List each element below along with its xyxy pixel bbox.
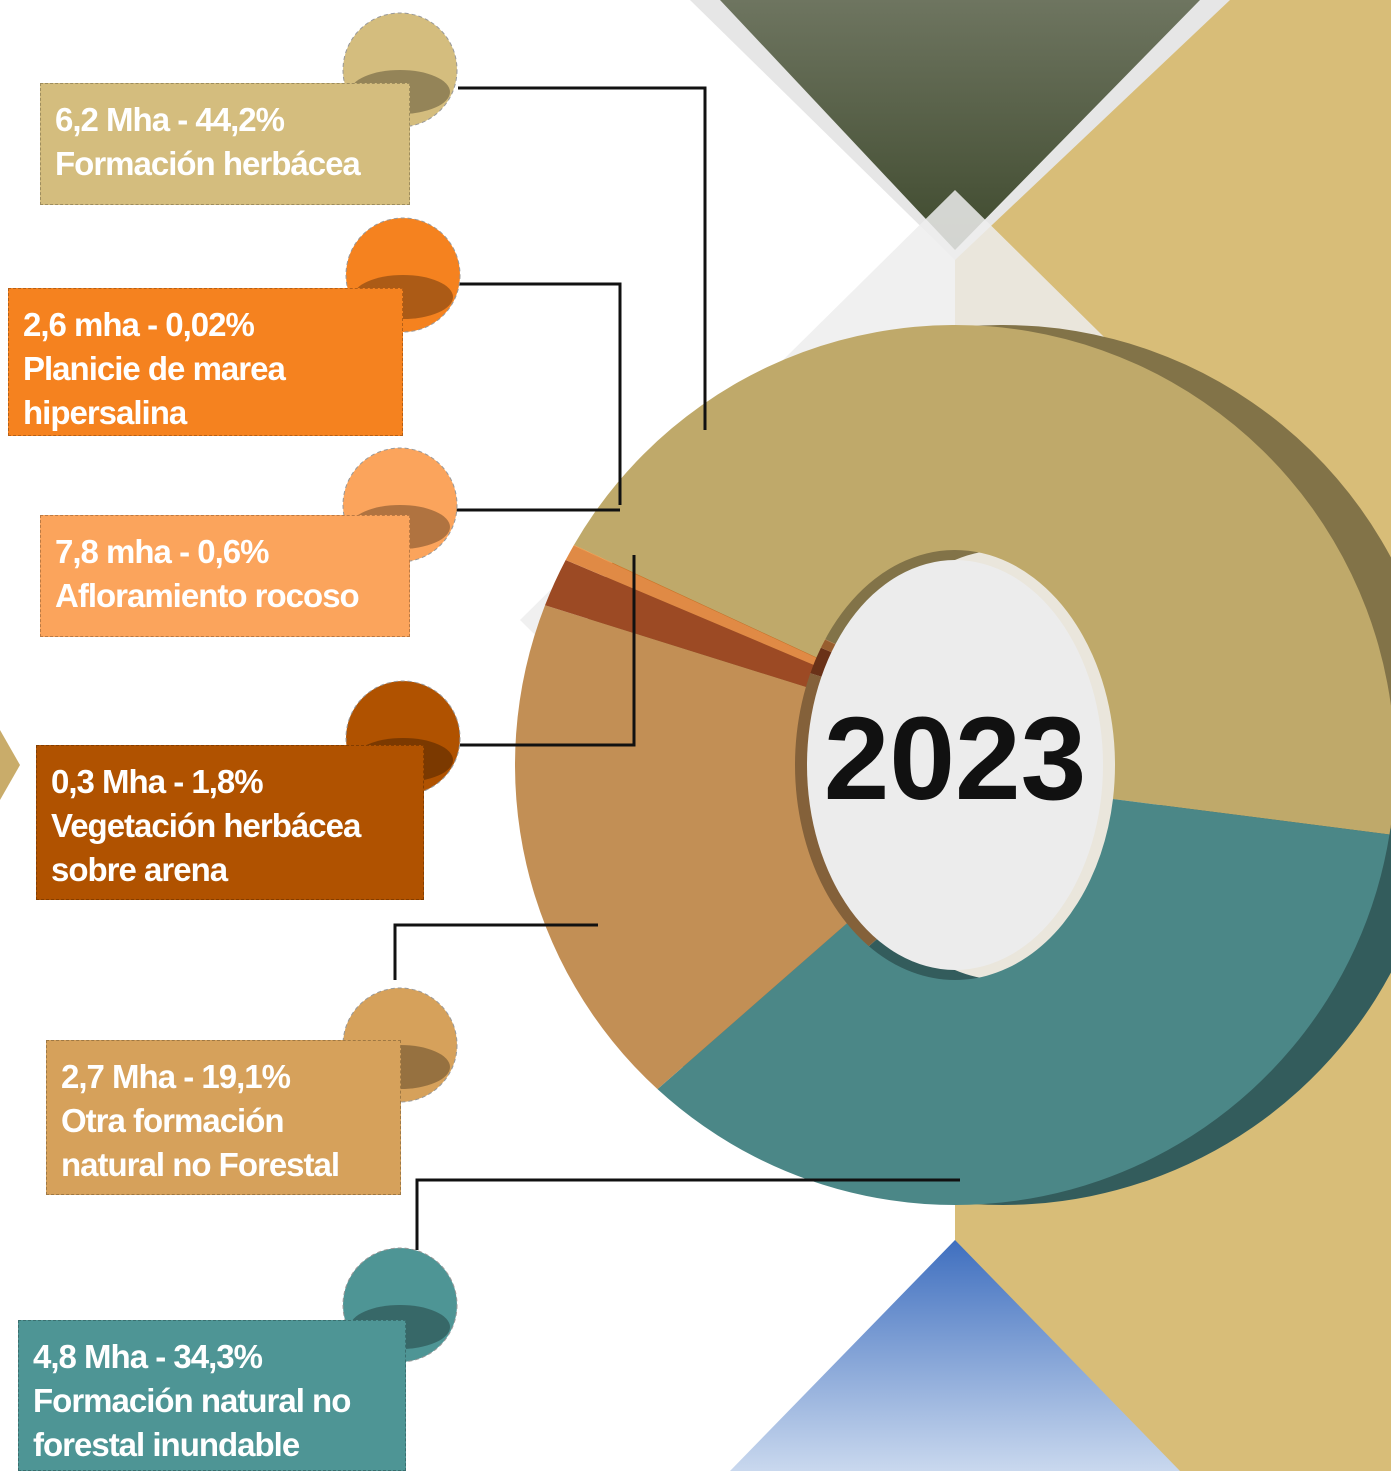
photo-sky: [730, 1240, 1180, 1471]
category-label: Afloramiento rocoso: [55, 577, 360, 614]
slice: [515, 605, 847, 1090]
slice: [573, 325, 1391, 835]
value-label: 0,3 Mha - 1,8%: [51, 763, 264, 800]
value-label: 2,6 mha - 0,02%: [23, 306, 255, 343]
value-label: 4,8 Mha - 34,3%: [33, 1338, 263, 1375]
category-label: Otra formación natural no Forestal: [61, 1102, 340, 1183]
slice: [657, 798, 1390, 1205]
value-label: 6,2 Mha - 44,2%: [55, 101, 285, 138]
value-label: 2,7 Mha - 19,1%: [61, 1058, 291, 1095]
photo-vegetation: [720, 0, 1200, 250]
center-label: 2023: [824, 693, 1087, 825]
category-label: Vegetación herbácea sobre arena: [51, 807, 361, 888]
label-box: 4,8 Mha - 34,3% Formación natural no fore…: [18, 1320, 406, 1471]
connectors: [393, 86, 960, 1250]
side-marker: [0, 730, 20, 800]
label-box: 2,7 Mha - 19,1% Otra formación natural no…: [46, 1040, 401, 1195]
category-label: Formación herbácea: [55, 145, 361, 182]
value-label: 7,8 mha - 0,6%: [55, 533, 269, 570]
label-box: 6,2 Mha - 44,2% Formación herbácea: [40, 83, 410, 205]
label-box: 7,8 mha - 0,6% Afloramiento rocoso: [40, 515, 410, 637]
slice: [545, 560, 814, 687]
donut-hole: [807, 560, 1103, 970]
category-label: Formación natural no forestal inundable: [33, 1382, 351, 1463]
category-label: Planicie de marea hipersalina: [23, 350, 286, 431]
label-box: 0,3 Mha - 1,8% Vegetación herbácea sobre …: [36, 745, 424, 900]
slice: [565, 545, 817, 665]
label-box: 2,6 mha - 0,02% Planicie de marea hipersa…: [8, 288, 403, 436]
